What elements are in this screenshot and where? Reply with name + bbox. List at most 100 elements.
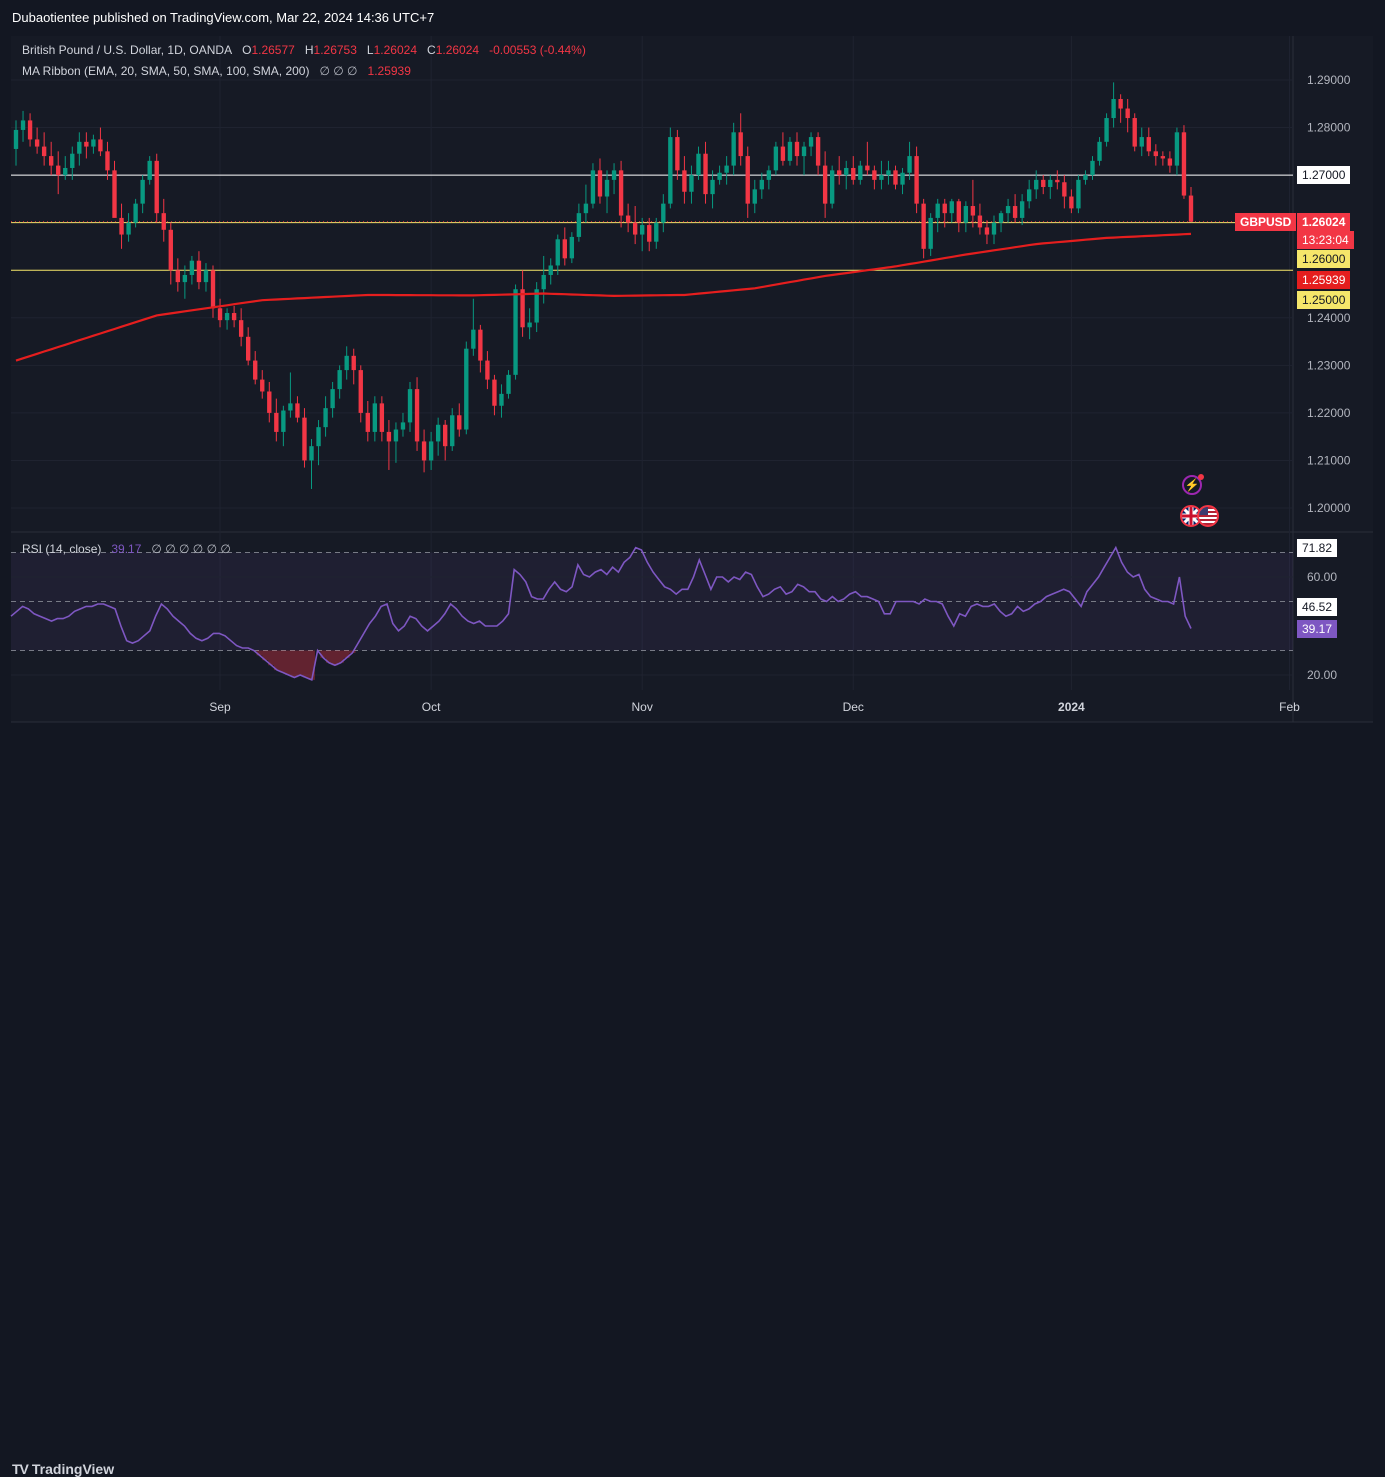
horizontal-lines [11,174,1293,271]
candle-body [1041,179,1046,187]
lightning-icon[interactable]: ⚡ [1182,475,1202,495]
rsi-current-badge: 39.17 [1297,620,1338,638]
candle-body [20,120,26,130]
candle-body [330,389,335,409]
candle-body [759,179,764,190]
candle-body [822,165,828,204]
candle-body [1090,160,1095,176]
candle-body [872,170,877,180]
candle-body [274,412,279,432]
price-tick-label: 1.21000 [1307,453,1351,467]
chart-canvas[interactable]: 60.00 20.00 1.29000 1.28000 1.27000 1.24000 1… [0,0,1385,766]
candle-body [963,206,969,223]
candle-body [576,213,582,237]
candle-body [105,151,110,171]
candle-body [407,389,413,423]
candle-body [703,153,708,195]
ma-legend[interactable]: MA Ribbon (EMA, 20, SMA, 50, SMA, 100, S… [22,64,411,78]
candle-body [611,170,617,180]
time-tick-label: Sep [209,700,231,714]
candle-body [893,170,898,185]
last-price-badge: 1.26024 [1297,213,1351,231]
ma-label: MA Ribbon (EMA, 20, SMA, 50, SMA, 100, S… [22,64,310,78]
open-value: 1.26577 [251,43,295,57]
ma-ribbon-line [15,232,1192,362]
candle-body [84,141,89,147]
candle-body [302,417,307,461]
tradingview-brand[interactable]: TV TradingView [12,1461,114,1477]
candle-body [189,260,195,275]
candle-body [210,270,216,309]
candle-body [450,415,455,447]
candle-body [851,167,856,180]
candle-body [1012,206,1018,218]
candle-body [393,429,399,442]
candle-body [77,141,82,154]
candle-body [696,153,701,176]
rsi-oversold-fill [256,650,356,680]
candle-body [583,203,589,214]
rsi-label: RSI (14, close) [22,542,102,556]
ma-value: 1.25939 [367,64,411,78]
candle-body [590,170,596,204]
candle-body [829,170,835,204]
candle-body [1097,141,1102,161]
candle-body [900,172,905,185]
price-tick-label: 1.23000 [1307,358,1351,372]
candle-body [238,320,244,337]
candle-body [203,270,209,283]
candle-body [956,201,961,223]
candle-body [1188,195,1194,222]
candle-body [1019,201,1025,218]
candle-body [541,274,546,290]
rsi-tick-label: 20.00 [1307,668,1337,682]
us-flag-icon[interactable] [1197,505,1219,527]
candle-body [970,206,976,216]
candle-body [414,389,420,442]
price-tick-label: 1.20000 [1307,501,1351,515]
candle-body [196,260,202,283]
time-tick-label: Feb [1279,700,1300,714]
candle-body [738,132,743,157]
candle-body [731,132,736,166]
candle-body [858,165,863,180]
candle-body [808,137,814,147]
candle-body [921,203,926,249]
candle-body [794,141,800,157]
candle-body [63,167,68,176]
symbol-tag-badge[interactable]: GBPUSD [1235,213,1297,231]
candle-body [865,165,870,171]
symbol-legend[interactable]: British Pound / U.S. Dollar, 1D, OANDA O… [22,43,586,57]
rsi-legend[interactable]: RSI (14, close) 39.17 ∅ ∅ ∅ ∅ ∅ ∅ [22,542,231,556]
candle-body [147,160,152,180]
header-bar: Dubaotientee published on TradingView.co… [0,0,1385,36]
candle-body [119,217,124,235]
candle-body [224,313,230,321]
symbol-name: British Pound / U.S. Dollar, 1D, OANDA [22,43,233,57]
candle-body [1125,108,1130,119]
rsi-pane: 60.00 20.00 [10,545,1337,682]
brand-name: TradingView [31,1461,115,1477]
footer-bar: TV TradingView [0,724,1385,1477]
candle-body [133,203,138,223]
candle-body [457,415,462,430]
ma-price-badge: 1.25939 [1297,271,1351,289]
candle-body [471,329,476,349]
candle-body [154,160,159,214]
level-1250-badge: 1.25000 [1297,291,1351,309]
candle-body [316,427,321,447]
candle-body [48,156,54,166]
candle-body [260,379,265,392]
candle-body [1048,179,1053,187]
candle-body [844,167,849,176]
candle-body [1139,137,1144,147]
candle-body [70,153,75,168]
candle-body [977,215,983,228]
candle-body [231,313,237,321]
candle-body [464,348,469,430]
candle-body [527,322,532,328]
candle-body [886,170,891,176]
candle-body [443,424,448,447]
candle-body [1167,158,1173,166]
rsi-tick-label: 60.00 [1307,570,1337,584]
